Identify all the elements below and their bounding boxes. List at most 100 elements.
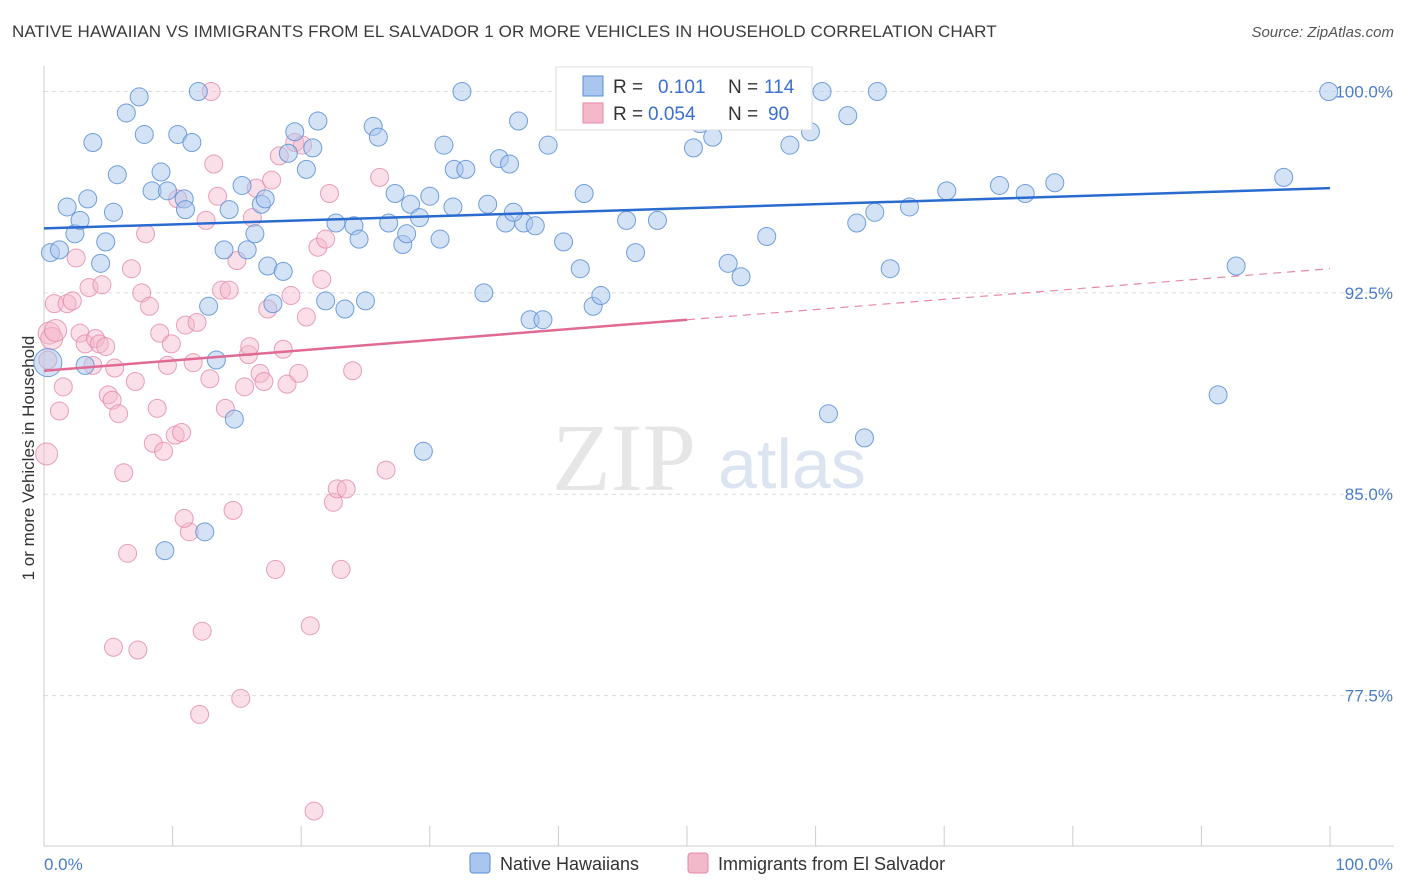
- legend-swatch-native-hawaiians: [469, 852, 491, 874]
- native-hawaiian-point: [245, 224, 265, 244]
- axes: [43, 66, 1394, 847]
- y-tick-label: 92.5%: [1345, 284, 1393, 303]
- native-hawaiian-point: [255, 189, 275, 209]
- native-hawaiian-point: [731, 267, 751, 287]
- el-salvador-point: [183, 353, 203, 373]
- native-hawaiian-point: [413, 441, 433, 461]
- native-hawaiian-point: [591, 286, 611, 306]
- native-hawaiian-point: [533, 310, 553, 330]
- y-tick-labels: 100.0% 92.5% 85.0% 77.5%: [1335, 82, 1393, 705]
- native-hawaiian-point: [478, 194, 498, 214]
- el-salvador-point: [154, 441, 174, 461]
- el-salvador-point: [96, 337, 116, 357]
- legend-r-value-1: 0.101: [658, 77, 706, 98]
- el-salvador-point: [273, 339, 293, 359]
- native-hawaiian-point: [1226, 256, 1246, 276]
- native-hawaiian-point: [303, 138, 323, 158]
- native-hawaiian-point: [278, 143, 298, 163]
- watermark-zip: ZIP: [552, 404, 696, 511]
- el-salvador-point: [187, 312, 207, 332]
- el-salvador-point: [172, 422, 192, 442]
- native-hawaiian-point: [500, 154, 520, 174]
- native-hawaiian-point: [474, 283, 494, 303]
- el-salvador-point: [53, 377, 73, 397]
- el-salvador-point: [262, 170, 282, 190]
- native-hawaiian-point: [232, 175, 252, 195]
- native-hawaiian-point: [219, 200, 239, 220]
- legend-label-el-salvador: Immigrants from El Salvador: [718, 854, 945, 874]
- el-salvador-point: [192, 621, 212, 641]
- legend-swatch-el-salvador: [687, 852, 709, 874]
- el-salvador-point: [312, 269, 332, 289]
- native-hawaiian-point: [443, 197, 463, 217]
- legend-n-label-1: N =: [728, 77, 758, 98]
- native-hawaiian-point: [867, 81, 887, 101]
- native-hawaiian-point: [434, 135, 454, 155]
- el-salvador-point: [136, 224, 156, 244]
- native-hawaiian-point: [224, 409, 244, 429]
- native-hawaiian-point: [368, 127, 388, 147]
- native-hawaiian-point: [326, 213, 346, 233]
- native-hawaiian-point: [263, 294, 283, 314]
- native-hawaiian-point: [1045, 173, 1065, 193]
- el-salvador-point: [161, 334, 181, 354]
- native-hawaiian-point: [49, 240, 69, 260]
- el-salvador-point: [211, 280, 231, 300]
- el-salvador-point: [92, 275, 112, 295]
- native-hawaiian-point: [116, 103, 136, 123]
- y-tick-label: 100.0%: [1335, 82, 1393, 101]
- el-salvador-point: [370, 167, 390, 187]
- native-hawaiian-point: [335, 299, 355, 319]
- native-hawaiian-point: [617, 210, 637, 230]
- el-salvador-point: [121, 259, 141, 279]
- watermark: ZIP atlas: [552, 404, 866, 511]
- x-tick-label-max: 100.0%: [1335, 855, 1393, 874]
- native-hawaiian-point: [199, 296, 219, 316]
- el-salvador-point: [300, 616, 320, 636]
- native-hawaiian-point: [452, 81, 472, 101]
- el-salvador-point: [114, 463, 134, 483]
- native-hawaiian-point: [151, 162, 171, 182]
- el-salvador-point: [70, 323, 90, 343]
- native-hawaiian-point: [880, 259, 900, 279]
- native-hawaiian-point: [107, 165, 127, 185]
- native-hawaiian-point: [647, 210, 667, 230]
- el-salvador-point: [289, 363, 309, 383]
- el-salvador-point: [128, 640, 148, 660]
- legend-n-value-1: 114: [764, 77, 795, 98]
- native-hawaiian-point: [155, 541, 175, 561]
- native-hawaiian-point: [285, 122, 305, 142]
- native-hawaiian-point: [308, 111, 328, 131]
- watermark-atlas: atlas: [718, 425, 866, 503]
- y-axis-label: 1 or more Vehicles in Household: [19, 336, 38, 581]
- el-salvador-point: [139, 296, 159, 316]
- el-salvador-point: [196, 210, 216, 230]
- native-hawaiian-point: [273, 261, 293, 281]
- native-hawaiian-point: [538, 135, 558, 155]
- native-hawaiian-point: [214, 240, 234, 260]
- el-salvador-point: [103, 637, 123, 657]
- native-hawaiian-point: [296, 159, 316, 179]
- native-hawaiian-point: [316, 291, 336, 311]
- native-hawaiian-point: [57, 197, 77, 217]
- el-salvador-point: [254, 371, 274, 391]
- native-hawaiian-point: [525, 216, 545, 236]
- legend-r-label-1: R =: [613, 77, 643, 98]
- native-hawaiian-point: [168, 124, 188, 144]
- el-salvador-point: [105, 358, 125, 378]
- el-salvador-point: [109, 404, 129, 424]
- chart-title: NATIVE HAWAIIAN VS IMMIGRANTS FROM EL SA…: [12, 22, 997, 41]
- el-salvador-point: [118, 543, 138, 563]
- y-tick-label: 77.5%: [1345, 687, 1393, 706]
- native-hawaiian-point: [401, 194, 421, 214]
- legend-r-value-2: 0.054: [648, 104, 696, 125]
- el-salvador-point: [331, 559, 351, 579]
- el-salvador-point: [62, 291, 82, 311]
- native-hawaiian-point: [812, 81, 832, 101]
- correlation-legend: R = 0.101 N = 114 R = 0.054 N = 90: [555, 66, 813, 131]
- native-hawaiian-point: [989, 175, 1009, 195]
- el-salvador-point: [219, 280, 239, 300]
- native-hawaiian-point: [703, 127, 723, 147]
- el-salvador-point: [174, 508, 194, 528]
